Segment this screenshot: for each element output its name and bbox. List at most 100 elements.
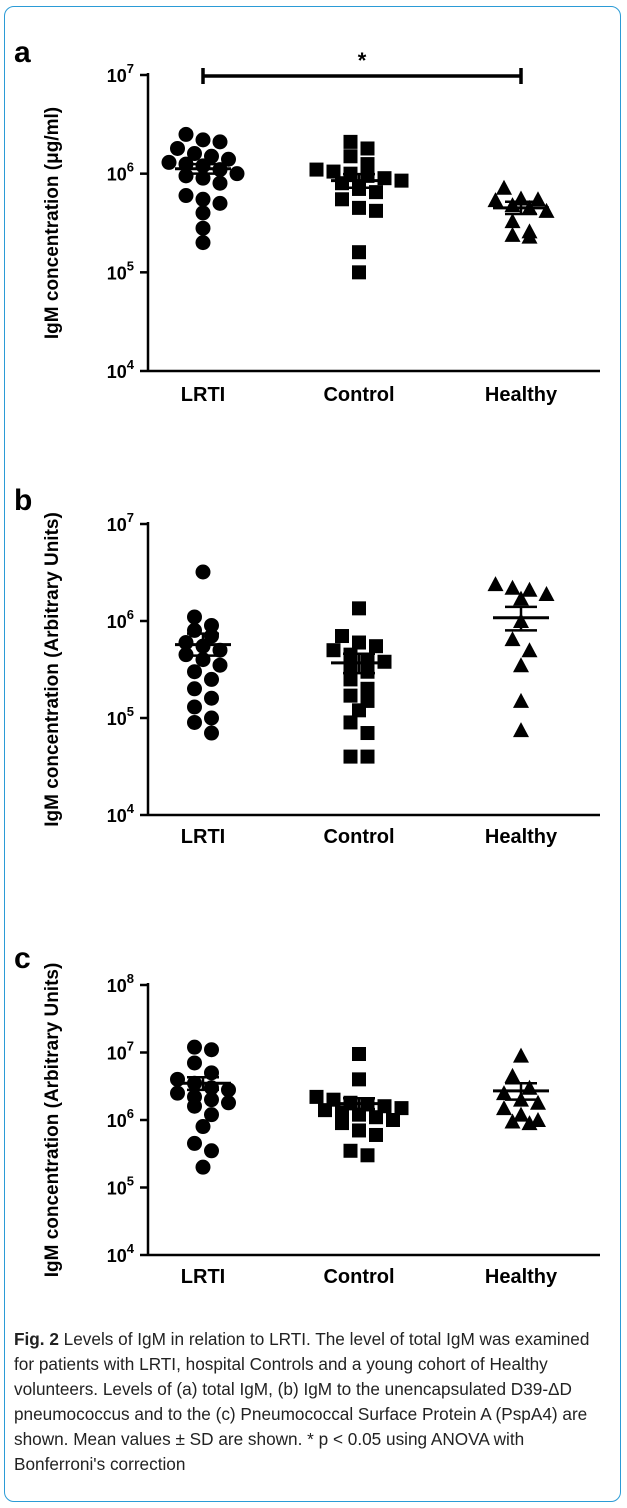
data-point-control xyxy=(360,664,375,679)
y-tick-label: 106 xyxy=(107,1106,134,1131)
data-point-control xyxy=(352,1047,366,1062)
data-point-control xyxy=(377,171,392,186)
data-point-lrti xyxy=(187,1098,202,1114)
data-point-lrti xyxy=(187,664,202,680)
data-point-lrti xyxy=(161,154,177,170)
data-point-control xyxy=(309,1089,324,1104)
data-point-control xyxy=(309,162,324,177)
data-point-lrti xyxy=(187,609,202,625)
x-tick-label: Healthy xyxy=(485,384,558,406)
data-point-control xyxy=(386,1113,400,1127)
data-point-lrti xyxy=(195,220,211,236)
data-point-lrti xyxy=(178,126,194,142)
y-tick-label: 106 xyxy=(107,160,134,185)
y-tick-label: 106 xyxy=(107,607,134,632)
data-point-lrti xyxy=(221,151,236,167)
x-tick-label: Healthy xyxy=(485,826,558,848)
data-point-lrti xyxy=(204,1092,219,1108)
data-point-lrti xyxy=(187,1135,202,1151)
data-point-control xyxy=(360,141,375,156)
data-point-healthy xyxy=(504,1067,521,1083)
data-point-healthy xyxy=(496,179,512,195)
data-point-lrti xyxy=(204,1042,219,1058)
y-tick-label: 107 xyxy=(107,1039,134,1064)
data-point-control xyxy=(352,1072,366,1087)
data-point-healthy xyxy=(538,585,555,601)
figure-caption: Fig. 2 Levels of IgM in relation to LRTI… xyxy=(14,1327,610,1477)
data-point-lrti xyxy=(204,148,219,164)
data-point-healthy xyxy=(538,202,555,218)
figure-frame xyxy=(4,6,621,1502)
data-point-control xyxy=(335,1116,349,1131)
data-point-healthy xyxy=(496,1100,512,1116)
data-point-healthy xyxy=(513,722,529,738)
data-point-control xyxy=(343,134,358,149)
data-point-lrti xyxy=(178,635,194,651)
data-point-lrti xyxy=(178,188,194,204)
data-point-control xyxy=(360,157,375,172)
data-point-control xyxy=(352,703,366,718)
y-axis-label: IgM concentration (μg/ml) xyxy=(42,107,63,339)
data-point-control xyxy=(318,1103,332,1118)
data-point-lrti xyxy=(204,628,219,644)
data-point-control xyxy=(352,1123,366,1138)
data-point-lrti xyxy=(212,642,228,658)
data-point-control xyxy=(326,164,341,179)
x-tick-label: Healthy xyxy=(485,1266,558,1288)
data-point-healthy xyxy=(487,576,504,592)
data-point-control xyxy=(335,192,349,207)
y-tick-label: 107 xyxy=(107,510,134,535)
data-point-lrti xyxy=(204,617,219,633)
data-point-control xyxy=(352,245,366,260)
data-point-healthy xyxy=(496,1085,512,1101)
data-point-healthy xyxy=(521,228,538,244)
data-point-lrti xyxy=(187,1055,202,1071)
data-point-lrti xyxy=(195,205,211,221)
data-point-lrti xyxy=(187,1039,202,1055)
data-point-healthy xyxy=(513,657,529,673)
data-point-control xyxy=(369,203,383,218)
chart-panel-a: a 104 105 106 107 IgM concentration (μg/ml) LR… xyxy=(14,36,600,406)
data-point-control xyxy=(343,149,358,164)
y-tick-label: 105 xyxy=(107,1174,134,1199)
data-point-healthy xyxy=(504,226,521,242)
data-point-control xyxy=(343,715,358,730)
data-point-healthy xyxy=(521,581,538,597)
data-point-control xyxy=(369,1110,383,1125)
panel-label: c xyxy=(14,942,31,975)
data-point-lrti xyxy=(204,1107,219,1123)
data-point-control xyxy=(369,1127,383,1142)
data-point-control xyxy=(343,749,358,764)
data-point-healthy xyxy=(504,579,521,595)
data-point-lrti xyxy=(195,235,211,251)
data-point-lrti xyxy=(212,134,228,150)
data-point-healthy xyxy=(513,1047,529,1063)
data-point-lrti xyxy=(187,681,202,697)
data-point-lrti xyxy=(187,622,202,638)
caption-label: Fig. 2 xyxy=(14,1329,59,1349)
data-point-control xyxy=(360,1148,375,1163)
data-point-lrti xyxy=(221,1082,236,1098)
data-point-control xyxy=(352,265,366,280)
data-point-lrti xyxy=(195,1159,211,1175)
data-point-lrti xyxy=(170,140,185,156)
data-point-healthy xyxy=(513,1106,529,1122)
data-point-lrti xyxy=(187,714,202,730)
data-point-control xyxy=(360,726,375,741)
figure-svg: a 104 105 106 107 IgM concentration (μg/ml) LR… xyxy=(14,36,600,1288)
data-point-healthy xyxy=(513,692,529,708)
data-point-lrti xyxy=(178,168,194,184)
data-point-control xyxy=(360,681,375,696)
data-point-lrti xyxy=(187,146,202,162)
data-point-healthy xyxy=(504,1113,521,1129)
data-point-lrti xyxy=(229,166,245,182)
data-point-healthy xyxy=(521,642,538,658)
data-point-lrti xyxy=(212,175,228,191)
data-point-lrti xyxy=(195,132,211,148)
panel-label: b xyxy=(14,484,32,517)
data-point-healthy xyxy=(504,631,521,647)
data-point-control xyxy=(352,601,366,616)
data-point-lrti xyxy=(204,690,219,706)
y-tick-label: 104 xyxy=(107,1241,135,1266)
data-point-control xyxy=(343,1143,358,1158)
